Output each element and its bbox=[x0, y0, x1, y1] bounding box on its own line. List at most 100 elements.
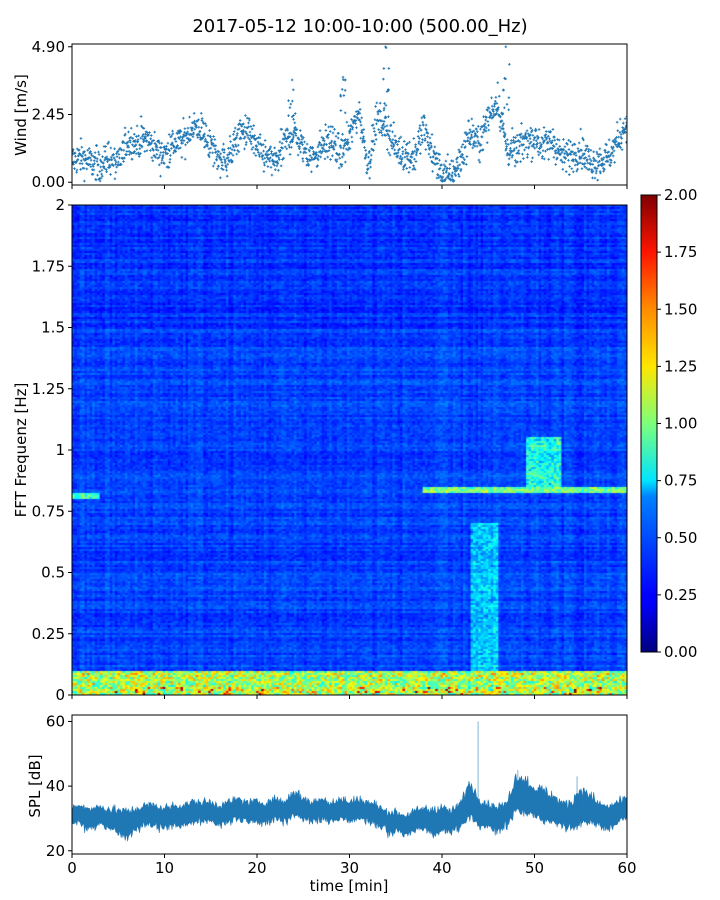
wind-point bbox=[609, 153, 612, 157]
wind-point bbox=[157, 156, 161, 159]
wind-point bbox=[483, 125, 487, 128]
wind-point bbox=[153, 130, 156, 134]
wind-point bbox=[108, 164, 112, 168]
wind-point bbox=[117, 152, 121, 156]
wind-point bbox=[448, 163, 452, 166]
wind-point bbox=[166, 141, 170, 145]
spectrogram-y-label: FFT Frequenz [Hz] bbox=[12, 383, 30, 518]
wind-point bbox=[328, 130, 332, 133]
wind-point bbox=[453, 172, 457, 176]
wind-point bbox=[225, 174, 229, 178]
wind-point bbox=[388, 153, 392, 157]
spl-spikes bbox=[477, 721, 578, 811]
wind-point bbox=[247, 121, 250, 125]
wind-point bbox=[412, 137, 416, 140]
wind-point bbox=[283, 134, 287, 138]
wind-point bbox=[525, 136, 529, 139]
wind-point bbox=[448, 173, 451, 176]
wind-point bbox=[149, 149, 152, 152]
wind-point bbox=[186, 126, 190, 130]
wind-point bbox=[323, 142, 326, 146]
wind-point bbox=[134, 152, 138, 155]
wind-point bbox=[214, 150, 218, 154]
wind-point bbox=[498, 129, 502, 133]
wind-point bbox=[202, 135, 206, 138]
spl-y-tick-label: 20 bbox=[46, 842, 65, 860]
wind-point bbox=[502, 88, 505, 92]
wind-point bbox=[471, 146, 475, 150]
wind-point bbox=[454, 174, 458, 177]
wind-point bbox=[232, 132, 235, 136]
wind-point bbox=[88, 163, 92, 166]
wind-point bbox=[73, 167, 76, 170]
wind-point bbox=[461, 143, 465, 146]
wind-point bbox=[225, 168, 228, 172]
wind-point bbox=[566, 142, 569, 146]
wind-point bbox=[133, 150, 136, 153]
wind-point bbox=[245, 116, 249, 120]
wind-point bbox=[430, 144, 433, 148]
wind-point bbox=[277, 169, 280, 172]
wind-point bbox=[100, 168, 104, 172]
wind-point bbox=[396, 143, 399, 146]
wind-point bbox=[255, 137, 259, 140]
wind-point bbox=[265, 150, 269, 154]
wind-point bbox=[453, 170, 457, 173]
wind-point bbox=[113, 158, 117, 162]
wind-point bbox=[405, 167, 409, 170]
wind-point bbox=[413, 157, 416, 161]
wind-point bbox=[493, 99, 497, 103]
wind-point bbox=[621, 126, 624, 129]
wind-point bbox=[270, 150, 273, 153]
wind-y-tick-label: 2.45 bbox=[32, 106, 65, 124]
wind-point bbox=[148, 131, 151, 134]
wind-point bbox=[122, 160, 125, 163]
wind-point bbox=[616, 129, 620, 132]
wind-point bbox=[211, 164, 215, 168]
wind-point bbox=[373, 130, 376, 133]
wind-point bbox=[360, 128, 364, 132]
wind-peak-point bbox=[504, 45, 508, 49]
wind-point bbox=[443, 165, 447, 168]
wind-point bbox=[607, 150, 611, 154]
colorbar-tick-label: 1.75 bbox=[664, 243, 697, 261]
wind-point bbox=[423, 116, 426, 120]
wind-point bbox=[385, 90, 389, 93]
wind-point bbox=[506, 138, 509, 141]
wind-peak-point bbox=[290, 78, 294, 82]
wind-point bbox=[83, 150, 86, 153]
wind-point bbox=[485, 126, 488, 130]
wind-point bbox=[504, 142, 508, 146]
wind-point bbox=[300, 137, 304, 141]
wind-point bbox=[73, 151, 77, 155]
wind-point bbox=[581, 136, 584, 140]
wind-point bbox=[122, 141, 126, 145]
wind-y-tick-label: 0.00 bbox=[32, 173, 65, 191]
wind-point bbox=[611, 154, 615, 158]
wind-point bbox=[354, 122, 357, 125]
wind-point bbox=[362, 128, 366, 131]
wind-point bbox=[367, 162, 371, 165]
wind-point bbox=[529, 126, 533, 130]
wind-point bbox=[536, 150, 540, 154]
wind-point bbox=[618, 142, 621, 145]
wind-point bbox=[291, 137, 295, 141]
wind-point bbox=[249, 125, 253, 128]
wind-point bbox=[470, 136, 474, 139]
wind-point bbox=[468, 137, 472, 141]
wind-point bbox=[171, 132, 175, 136]
wind-point bbox=[399, 135, 403, 139]
wind-point bbox=[164, 150, 167, 154]
wind-point bbox=[559, 152, 562, 156]
wind-point bbox=[420, 116, 424, 120]
wind-point bbox=[234, 143, 237, 147]
wind-point bbox=[431, 155, 435, 159]
wind-point bbox=[539, 151, 542, 155]
wind-point bbox=[130, 157, 134, 161]
wind-point bbox=[102, 161, 105, 165]
spl-x-tick-label: 10 bbox=[155, 859, 174, 877]
wind-point bbox=[324, 123, 327, 127]
wind-point bbox=[359, 123, 363, 127]
wind-point bbox=[250, 147, 254, 151]
wind-point bbox=[257, 151, 260, 154]
